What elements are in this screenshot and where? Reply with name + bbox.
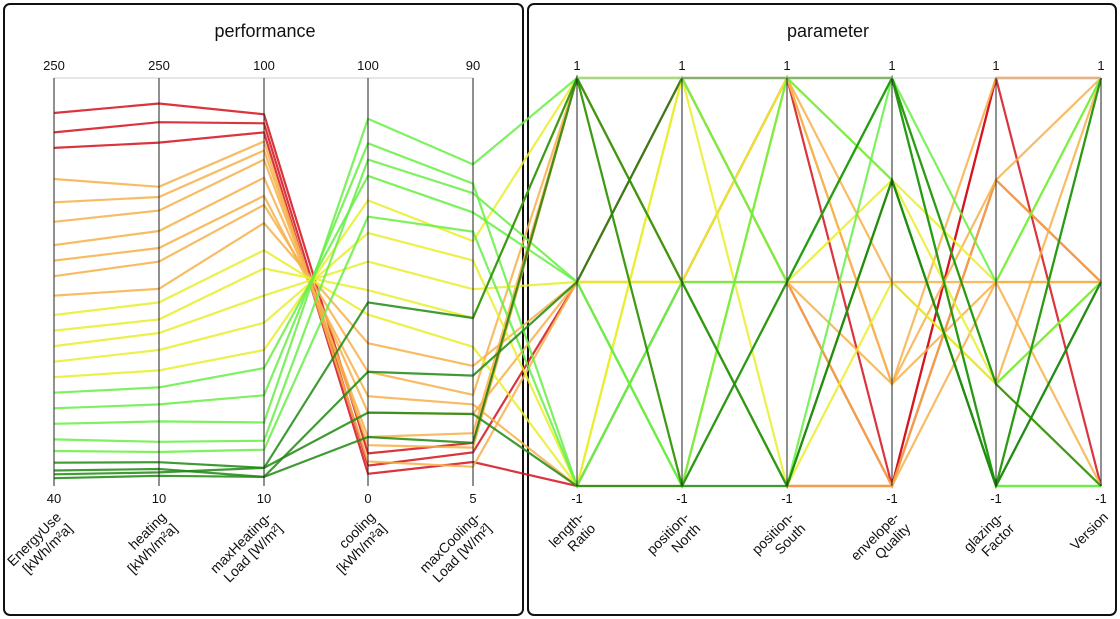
axis-min-label-0: 40	[47, 491, 61, 506]
axis-max-label-2: 100	[253, 58, 275, 73]
axis-min-label-8: -1	[886, 491, 898, 506]
axis-min-label-1: 10	[152, 491, 166, 506]
performance-panel-frame	[3, 3, 524, 616]
axis-min-label-10: -1	[1095, 491, 1107, 506]
axis-min-label-3: 0	[364, 491, 371, 506]
axis-min-label-9: -1	[990, 491, 1002, 506]
axis-label-group-3: cooling[kWh/m²a]	[333, 509, 389, 577]
parameter-panel-title: parameter	[787, 21, 869, 41]
axis-label-group-7: position-South	[748, 509, 808, 558]
axis-label-group-6: position-North	[643, 509, 703, 558]
axis-max-label-10: 1	[1097, 58, 1104, 73]
axis-max-label-0: 250	[43, 58, 65, 73]
axis-label-group-10: Version	[1067, 509, 1111, 553]
axis-max-label-8: 1	[888, 58, 895, 73]
parameter-panel-frame	[527, 3, 1117, 616]
axis-label-group-5: length-Ratio	[546, 509, 599, 555]
axis-max-label-5: 1	[573, 58, 580, 73]
axis-min-label-5: -1	[571, 491, 583, 506]
axis-min-label-7: -1	[781, 491, 793, 506]
axis-max-label-3: 100	[357, 58, 379, 73]
axis-min-label-4: 5	[469, 491, 476, 506]
axis-label-group-2: maxHeating-Load [W/m²]	[207, 509, 286, 586]
axis-label-10-line-0: Version	[1067, 509, 1111, 553]
axis-max-label-1: 250	[148, 58, 170, 73]
axis-min-label-6: -1	[676, 491, 688, 506]
axis-label-group-9: glazing-Factor	[960, 509, 1018, 560]
axis-label-group-1: heating[kWh/m²a]	[124, 509, 180, 577]
axis-label-group-4: maxCooling-Load [W/m²]	[416, 509, 494, 586]
axis-min-label-2: 10	[257, 491, 271, 506]
axis-max-label-6: 1	[678, 58, 685, 73]
axis-label-group-8: envelope-Quality	[847, 509, 913, 564]
axis-label-group-0: EnergyUse[kWh/m²a]	[4, 509, 76, 577]
axis-max-label-7: 1	[783, 58, 790, 73]
axis-max-label-9: 1	[992, 58, 999, 73]
performance-panel-title: performance	[214, 21, 315, 41]
axis-max-label-4: 90	[466, 58, 480, 73]
